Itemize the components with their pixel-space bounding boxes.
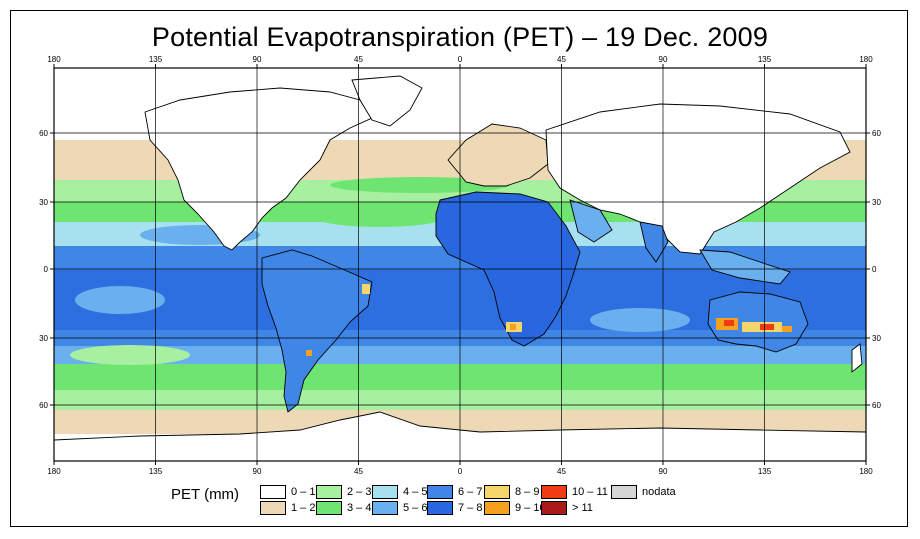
legend-item: 5 – 6 [372,501,427,515]
lon-label-top: 45 [354,55,363,64]
lat-label-left: 60 [39,401,48,410]
lon-label-bottom: 45 [354,467,363,476]
legend-label: 4 – 5 [403,486,428,498]
lon-label-top: 180 [859,55,873,64]
southeast-asia [699,249,791,285]
lat-label-left: 0 [44,265,49,274]
hot-spots [306,284,792,356]
legend-swatch [484,501,510,515]
legend-swatch [372,501,398,515]
legend-swatch [372,485,398,499]
legend-item: 4 – 5 [372,485,427,499]
legend-item: 10 – 11 [541,485,608,499]
legend-label: 10 – 11 [572,486,608,498]
legend-item: > 11 [541,501,593,515]
legend-swatch [316,501,342,515]
legend-swatch [541,501,567,515]
lat-label-right: 0 [872,265,877,274]
asia [545,103,851,255]
hot-africa-2 [510,324,516,330]
lon-label-top: 180 [47,55,61,64]
new-zealand [851,343,863,373]
hot-australia-3 [724,320,734,326]
legend-swatch [316,485,342,499]
patch-southpacific-green [70,345,190,365]
legend-label: 9 – 10 [515,502,546,514]
lon-label-bottom: 90 [253,467,262,476]
legend-label: 7 – 8 [458,502,483,514]
lon-label-bottom: 180 [859,467,873,476]
lat-label-right: 60 [872,401,881,410]
legend-label: 3 – 4 [347,502,372,514]
lon-label-bottom: 0 [458,467,463,476]
legend-item: 0 – 1 [260,485,315,499]
legend-label: 1 – 2 [291,502,316,514]
map-title: Potential Evapotranspiration (PET) – 19 … [151,22,769,52]
legend-item: 3 – 4 [316,501,371,515]
lat-label-right: 30 [872,198,881,207]
legend-swatch [427,501,453,515]
legend-label: 6 – 7 [458,486,483,498]
legend-swatch [260,501,286,515]
south-america [261,249,373,413]
legend-label: 2 – 3 [347,486,372,498]
lon-label-top: 0 [458,55,463,64]
legend-label: nodata [642,486,676,498]
greenland [351,75,423,127]
hot-australia-5 [782,326,792,332]
legend-label: 0 – 1 [291,486,316,498]
lat-label-right: 60 [872,129,881,138]
legend-item: 6 – 7 [427,485,482,499]
legend-label: 8 – 9 [515,486,540,498]
lon-label-top: 135 [758,55,772,64]
legend-item: nodata [611,485,676,499]
lon-label-bottom: 180 [47,467,61,476]
axis-tick-labels: 180 180 135 135 90 90 45 45 0 0 45 45 90 90 135 135 180 1… [39,55,881,476]
lon-label-bottom: 135 [149,467,163,476]
graticule [54,68,866,461]
patch-atlantic-green [310,203,450,227]
arabia [569,199,613,243]
india [639,221,669,263]
legend-title: PET (mm) [171,486,240,503]
patch-pacific-light [75,286,165,314]
lat-label-left: 30 [39,198,48,207]
hot-argentina [306,350,312,356]
lat-label-left: 60 [39,129,48,138]
lon-label-top: 135 [149,55,163,64]
legend-swatch [541,485,567,499]
patch-indian-light [590,308,690,332]
lon-label-top: 45 [557,55,566,64]
legend-item: 2 – 3 [316,485,371,499]
legend-swatch [260,485,286,499]
north-america [144,87,373,251]
legend-item: 7 – 8 [427,501,482,515]
legend-swatch [427,485,453,499]
legend-item: 8 – 9 [484,485,539,499]
axis-ticks [50,64,870,465]
lon-label-bottom: 135 [758,467,772,476]
lon-label-bottom: 45 [557,467,566,476]
legend-label: 5 – 6 [403,502,428,514]
lat-label-right: 30 [872,334,881,343]
legend-swatch [484,485,510,499]
hot-australia-4 [760,324,774,330]
lat-label-left: 30 [39,334,48,343]
legend-swatch [611,485,637,499]
lon-label-bottom: 90 [659,467,668,476]
legend-label: > 11 [572,502,593,514]
legend-item: 1 – 2 [260,501,315,515]
lon-label-top: 90 [253,55,262,64]
figure-frame [10,10,908,527]
lon-label-top: 90 [659,55,668,64]
legend-item: 9 – 10 [484,501,546,515]
hot-brazil [362,284,370,294]
